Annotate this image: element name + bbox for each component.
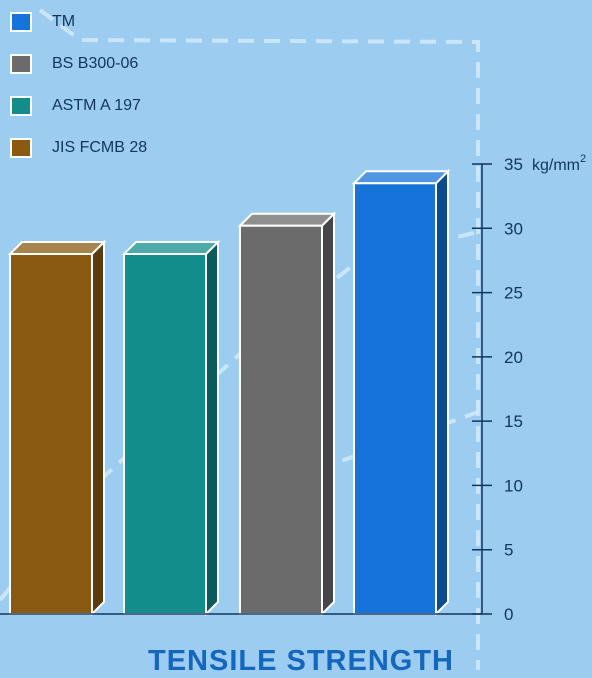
bar-top-astm-a-197 xyxy=(121,241,221,255)
legend-swatch-astm xyxy=(10,96,32,116)
y-tick-label-5: 5 xyxy=(504,541,513,560)
bar-top-tm xyxy=(351,170,451,185)
legend-swatch-jis xyxy=(10,138,32,158)
y-tick-label-10: 10 xyxy=(504,476,523,495)
legend-label-jis: JIS FCMB 28 xyxy=(52,139,148,156)
legend-item-jis: JIS FCMB 28 xyxy=(10,138,147,158)
bar-side-tm xyxy=(435,168,449,617)
y-tick-label-0: 0 xyxy=(504,605,513,624)
bar-top-jis-fcmb-28 xyxy=(7,241,107,255)
bar-front-tm xyxy=(353,182,437,616)
legend-swatch-bs xyxy=(10,54,32,74)
legend-swatch-tm xyxy=(10,12,32,32)
legend: TM BS B300-06 ASTM A 197 JIS FCMB 28 xyxy=(10,12,147,180)
unit-text: kg/mm xyxy=(532,157,580,174)
y-axis: 0 5 10 15 20 25 30 35 xyxy=(0,155,523,624)
bar-side-jis-fcmb-28 xyxy=(91,239,105,617)
bar-astm-a-197 xyxy=(121,239,221,617)
unit-exponent: 2 xyxy=(580,153,586,165)
bar-front-bs-b300-06 xyxy=(239,224,323,615)
bar-side-astm-a-197 xyxy=(205,239,219,617)
bar-front-jis-fcmb-28 xyxy=(9,253,93,615)
legend-label-astm: ASTM A 197 xyxy=(52,97,141,114)
y-tick-label-30: 30 xyxy=(504,219,523,238)
y-tick-label-25: 25 xyxy=(504,284,523,303)
legend-item-tm: TM xyxy=(10,12,147,32)
bar-tm xyxy=(351,168,451,617)
legend-label-tm: TM xyxy=(52,13,76,30)
legend-item-astm: ASTM A 197 xyxy=(10,96,147,116)
bars-group xyxy=(7,168,451,617)
bar-top-bs-b300-06 xyxy=(237,212,337,227)
bar-side-bs-b300-06 xyxy=(321,211,335,617)
bar-jis-fcmb-28 xyxy=(7,239,107,617)
bar-front-astm-a-197 xyxy=(123,253,207,615)
chart-title: TENSILE STRENGTH xyxy=(147,645,454,677)
unit-label: kg/mm2 xyxy=(532,153,586,174)
legend-item-bs: BS B300-06 xyxy=(10,54,147,74)
y-tick-label-15: 15 xyxy=(504,412,523,431)
dashed-frame-line xyxy=(38,8,480,670)
y-tick-label-20: 20 xyxy=(504,348,523,367)
bar-bs-b300-06 xyxy=(237,211,337,617)
legend-label-bs: BS B300-06 xyxy=(52,55,139,72)
y-tick-label-35: 35 xyxy=(504,155,523,174)
